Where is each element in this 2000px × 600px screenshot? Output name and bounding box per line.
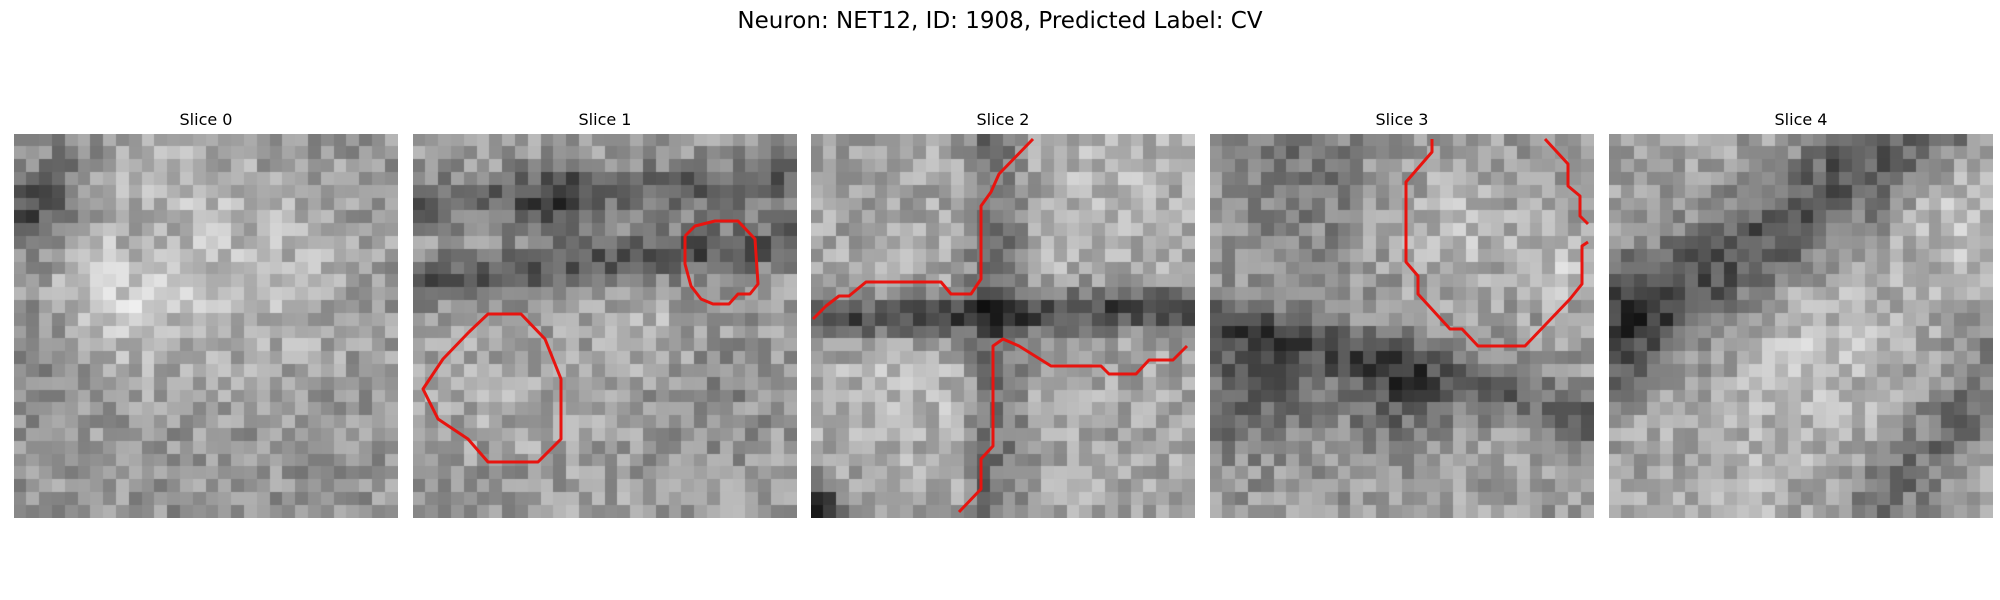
- contour-line: [957, 337, 1189, 514]
- slice-image: [1210, 134, 1594, 518]
- contour-overlay: [421, 219, 760, 464]
- slice-image: [14, 134, 398, 518]
- contour-line: [1404, 139, 1589, 348]
- contour-overlay: [1404, 137, 1590, 348]
- panel-title: Slice 2: [976, 110, 1030, 129]
- contour-line: [811, 137, 1035, 321]
- slice-image: [1609, 134, 1993, 518]
- panel-title: Slice 4: [1774, 110, 1828, 129]
- panel-title: Slice 0: [179, 110, 233, 129]
- panel-title: Slice 1: [578, 110, 632, 129]
- contour-line: [1543, 137, 1590, 226]
- slice-image: [811, 134, 1195, 518]
- panel-title: Slice 3: [1375, 110, 1429, 129]
- figure-title: Neuron: NET12, ID: 1908, Predicted Label…: [737, 8, 1263, 34]
- contour-overlay: [811, 137, 1189, 514]
- contour-line: [421, 312, 563, 464]
- contour-line: [683, 219, 760, 306]
